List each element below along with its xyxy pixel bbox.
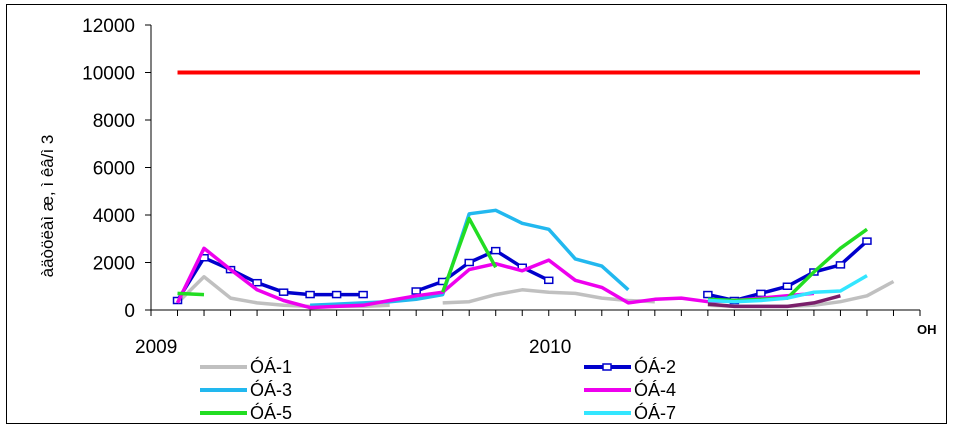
series-line xyxy=(441,216,498,293)
series-6 xyxy=(707,274,868,304)
data-point xyxy=(835,261,846,269)
series-line xyxy=(177,291,205,297)
legend-label: ÓÁ-1 xyxy=(250,356,292,377)
legend-label: ÓÁ-3 xyxy=(250,379,292,400)
y-tick-label: 4000 xyxy=(93,206,135,227)
y-axis-ticks: 0 2000 4000 6000 8000 10000 12000 xyxy=(82,16,151,322)
x-axis-label: ОН xyxy=(917,322,937,337)
legend: ÓÁ-1 ÓÁ-2 ÓÁ-3 ÓÁ-4 ÓÁ-5 ÓÁ-7 xyxy=(200,356,676,423)
plot-area xyxy=(172,70,920,310)
legend-marker xyxy=(602,363,612,371)
legend-label: ÓÁ-4 xyxy=(634,379,676,400)
y-tick-label: 12000 xyxy=(82,16,135,37)
data-point xyxy=(358,290,368,299)
series-line xyxy=(707,274,868,304)
data-point xyxy=(782,282,793,290)
series-line xyxy=(707,239,869,303)
series-line xyxy=(415,248,550,293)
y-tick-label: 8000 xyxy=(93,111,135,132)
y-axis-label: àäòöëàì æ, ì êâ/ì 3 xyxy=(38,135,57,278)
y-tick-label: 6000 xyxy=(93,159,135,180)
data-point xyxy=(464,258,474,267)
data-point xyxy=(411,287,421,295)
legend-label: ÓÁ-5 xyxy=(250,402,292,423)
data-point xyxy=(331,290,342,299)
x-axis-ticks xyxy=(150,310,921,316)
x-tick-label-2009: 2009 xyxy=(135,337,177,358)
y-tick-label: 10000 xyxy=(82,64,135,85)
x-tick-label-2010: 2010 xyxy=(529,337,571,358)
data-point xyxy=(252,278,262,287)
series-line xyxy=(707,294,841,309)
series-3 xyxy=(310,208,630,308)
data-point xyxy=(756,289,766,298)
data-point xyxy=(862,237,872,245)
series-7 xyxy=(707,294,841,309)
legend-label: ÓÁ-2 xyxy=(634,356,676,377)
y-tick-label: 0 xyxy=(124,301,135,322)
data-point xyxy=(305,290,315,299)
y-tick-label: 2000 xyxy=(93,254,135,275)
data-point xyxy=(490,246,501,255)
data-point xyxy=(544,276,554,285)
data-point xyxy=(703,290,713,299)
legend-label: ÓÁ-7 xyxy=(634,402,676,423)
data-point xyxy=(278,288,289,296)
series-line xyxy=(310,208,630,308)
